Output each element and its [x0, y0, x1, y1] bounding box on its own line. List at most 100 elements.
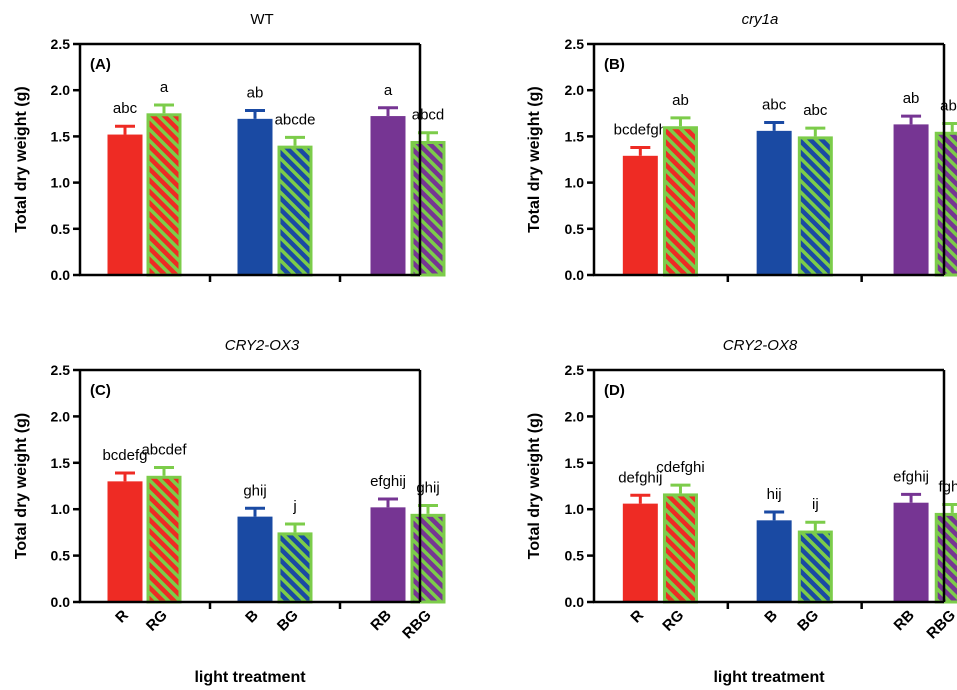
y-tick-label: 2.5 [565, 36, 585, 52]
panel-label: (D) [604, 382, 625, 399]
significance-label: abcd [412, 107, 445, 124]
bar [662, 126, 698, 277]
bar [237, 118, 273, 276]
y-tick-label: 1.5 [565, 128, 585, 144]
y-tick-label: 2.0 [565, 408, 585, 424]
panel-label: (A) [90, 56, 111, 73]
bar [277, 145, 313, 277]
x-tick-label: BG [274, 607, 302, 635]
significance-label: a [160, 79, 169, 96]
significance-label: ghij [243, 482, 266, 499]
panel-label: (C) [90, 382, 111, 399]
y-tick-label: 2.0 [565, 82, 585, 98]
x-tick-label: RG [143, 607, 171, 635]
x-tick-label: RG [659, 607, 687, 635]
y-tick-label: 2.0 [51, 408, 71, 424]
x-axis-label: light treatment [713, 669, 825, 686]
x-tick-label: RBG [923, 607, 957, 643]
x-tick-label: R [112, 607, 132, 627]
y-axis-label: Total dry weight (g) [526, 413, 543, 559]
bar [237, 516, 273, 602]
significance-label: defghij [618, 469, 662, 486]
significance-label: j [292, 498, 296, 515]
bar [934, 131, 957, 277]
y-axis-label: Total dry weight (g) [13, 413, 30, 559]
significance-label: ab [903, 90, 920, 107]
y-tick-label: 0.0 [565, 594, 585, 610]
bar [662, 493, 698, 604]
x-axis-label: light treatment [194, 669, 306, 686]
bar [622, 155, 658, 275]
bar [622, 503, 658, 602]
significance-label: hij [767, 486, 782, 503]
significance-label: abc [762, 97, 787, 114]
y-tick-label: 1.5 [565, 455, 585, 471]
x-tick-label: B [242, 607, 262, 627]
y-tick-label: 0.0 [51, 594, 71, 610]
y-tick-label: 0.0 [565, 267, 585, 283]
significance-label: bcdefgh [614, 121, 667, 138]
bar [370, 116, 406, 276]
significance-label: efghij [893, 468, 929, 485]
bar [893, 502, 929, 602]
significance-label: ab [672, 92, 689, 109]
significance-label: bcdefg [102, 447, 147, 464]
x-tick-label: RB [367, 607, 394, 634]
significance-label: abc [803, 102, 828, 119]
chart-title: cry1a [742, 11, 779, 28]
bar [410, 513, 446, 604]
y-tick-label: 1.0 [565, 501, 585, 517]
significance-label: abcde [275, 111, 316, 128]
y-tick-label: 0.5 [51, 221, 71, 237]
y-tick-label: 1.5 [51, 128, 71, 144]
chart-title: CRY2-OX8 [723, 337, 798, 354]
bar [370, 507, 406, 602]
significance-label: abc [113, 100, 138, 117]
y-tick-label: 1.0 [51, 175, 71, 191]
bar [410, 141, 446, 277]
bar [146, 113, 182, 277]
y-tick-label: 0.5 [51, 548, 71, 564]
bar [146, 475, 182, 604]
y-tick-label: 2.5 [51, 362, 71, 378]
y-tick-label: 1.0 [51, 501, 71, 517]
bar [797, 136, 833, 277]
bar [893, 124, 929, 275]
y-tick-label: 0.5 [565, 221, 585, 237]
chart-title: WT [250, 11, 273, 28]
chart-panel: cry1a(B)bcdefghababcabcababc0.00.51.01.5… [526, 11, 957, 283]
panel-label: (B) [604, 56, 625, 73]
x-tick-label: BG [794, 607, 822, 635]
significance-label: ab [247, 85, 264, 102]
bar [756, 130, 792, 275]
bar [934, 512, 957, 604]
x-tick-label: RBG [399, 607, 435, 643]
y-tick-label: 1.0 [565, 175, 585, 191]
bar [107, 481, 143, 602]
y-tick-label: 0.0 [51, 267, 71, 283]
significance-label: a [384, 82, 393, 99]
y-tick-label: 2.5 [565, 362, 585, 378]
significance-label: abcdef [141, 441, 187, 458]
y-tick-label: 0.5 [565, 548, 585, 564]
bar [797, 530, 833, 604]
y-tick-label: 2.5 [51, 36, 71, 52]
x-tick-label: RB [891, 607, 918, 634]
significance-label: fghij [938, 479, 957, 496]
y-tick-label: 1.5 [51, 455, 71, 471]
significance-label: ij [812, 496, 819, 513]
significance-label: abc [940, 97, 957, 114]
y-tick-label: 2.0 [51, 82, 71, 98]
x-tick-label: B [761, 607, 781, 627]
significance-label: ghij [416, 479, 439, 496]
chart-title: CRY2-OX3 [225, 337, 300, 354]
bar [756, 520, 792, 602]
significance-label: cdefghi [656, 459, 704, 476]
y-axis-label: Total dry weight (g) [526, 86, 543, 232]
bar [277, 532, 313, 604]
bar [107, 134, 143, 275]
y-axis-label: Total dry weight (g) [13, 86, 30, 232]
